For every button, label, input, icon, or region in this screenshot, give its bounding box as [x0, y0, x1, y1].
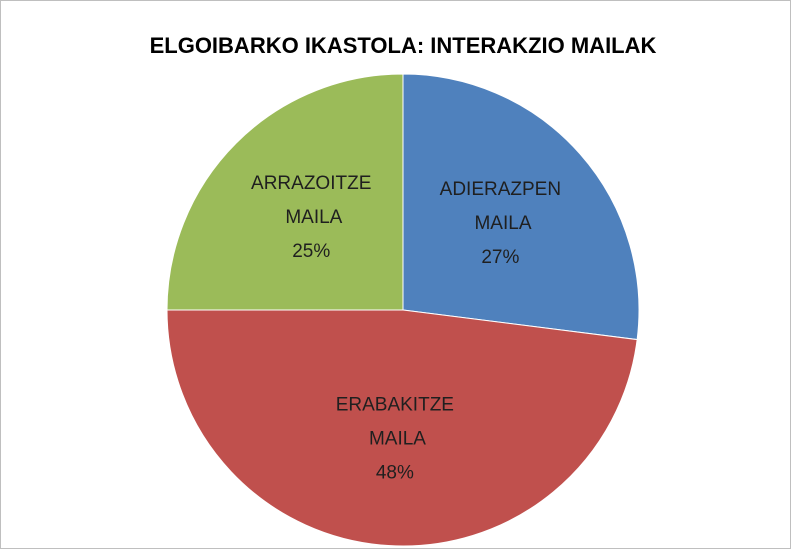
slice-label-line: MAILA	[364, 429, 427, 450]
slice-value-label: 25%	[292, 241, 330, 262]
slice-label: ARRAZOITZE MAILA	[251, 173, 371, 228]
pie-slice	[166, 73, 404, 311]
slice-label-line: MAILA	[469, 213, 532, 234]
slice-label-line: ADIERAZPEN	[440, 179, 561, 200]
slice-value-label: 27%	[481, 247, 519, 268]
slice-label: ADIERAZPEN MAILA	[440, 179, 561, 234]
chart-title: ELGOIBARKO IKASTOLA: INTERAKZIO MAILAK	[150, 33, 657, 58]
slice-label-line: ARRAZOITZE	[251, 173, 371, 194]
slice-label-line: ERABAKITZE	[336, 395, 454, 416]
slice-label: ERABAKITZE MAILA	[336, 395, 454, 450]
slice-value-label: 48%	[376, 463, 414, 484]
slice-label-line: MAILA	[280, 207, 343, 228]
pie-slice	[402, 73, 640, 341]
pie-slice	[166, 309, 638, 547]
